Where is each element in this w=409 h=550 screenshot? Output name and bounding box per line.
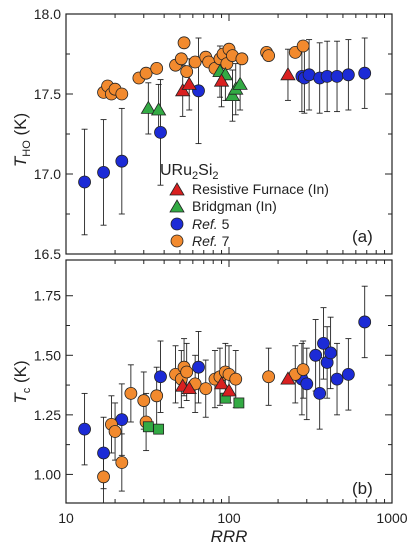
data-point-ref7 xyxy=(188,55,202,69)
legend-marker-resistive xyxy=(169,182,185,196)
panel-b-ylabel: Tc (K) xyxy=(11,360,33,403)
data-point-ref5 xyxy=(97,446,110,460)
data-point-resistive xyxy=(280,67,296,81)
data-point-ref5 xyxy=(317,336,330,350)
markers-layer xyxy=(78,36,372,484)
panel-b-tag: (b) xyxy=(352,479,373,498)
legend: URu2Si2 Resistive Furnace (In) Bridgman … xyxy=(160,162,329,249)
data-point-ref5 xyxy=(341,68,355,82)
data-point-ref7 xyxy=(180,65,194,78)
data-point-ref5 xyxy=(115,154,129,168)
data-point-ref7 xyxy=(177,36,191,50)
data-point-ref5 xyxy=(78,422,91,436)
data-point-ref7 xyxy=(199,382,213,396)
data-point-ref7 xyxy=(262,49,276,62)
y-tick-label: 18.0 xyxy=(34,6,61,22)
data-point-ref5 xyxy=(192,360,205,374)
error-bars-layer xyxy=(81,37,368,504)
data-point-ref7 xyxy=(262,370,276,384)
data-point-bridgman_b xyxy=(153,423,165,435)
x-axis-label: RRR xyxy=(211,527,248,546)
data-point-ref5 xyxy=(78,175,91,189)
data-point-ref5 xyxy=(115,413,129,427)
y-tick-label: 1.75 xyxy=(34,288,61,304)
data-point-ref7 xyxy=(180,365,194,379)
y-tick-label: 16.5 xyxy=(34,246,61,262)
data-point-ref5 xyxy=(154,370,167,384)
legend-title: URu2Si2 xyxy=(160,162,219,182)
data-point-ref5 xyxy=(358,66,372,80)
data-point-resistive xyxy=(181,380,197,395)
data-point-ref7 xyxy=(124,387,138,400)
data-point-ref5 xyxy=(313,387,327,400)
data-point-ref7 xyxy=(108,425,122,438)
data-point-bridgman_b xyxy=(233,397,245,409)
legend-marker-ref7 xyxy=(170,234,184,248)
data-point-resistive xyxy=(213,376,230,390)
data-point-ref7 xyxy=(97,470,110,484)
y-tick-label: 1.25 xyxy=(34,407,61,423)
data-point-ref5 xyxy=(358,315,372,329)
data-point-bridgman xyxy=(232,76,248,90)
data-point-ref5 xyxy=(330,372,344,386)
data-point-resistive xyxy=(221,383,237,397)
data-point-resistive xyxy=(213,73,230,87)
legend-label-ref5: Ref. 5 xyxy=(192,216,230,232)
data-point-ref7 xyxy=(139,66,153,80)
data-point-ref7 xyxy=(235,52,249,66)
y-tick-label: 1.00 xyxy=(34,466,61,482)
data-point-ref5 xyxy=(341,367,355,381)
y-tick-label: 1.50 xyxy=(34,347,61,363)
x-tick-label: 100 xyxy=(217,510,241,526)
legend-marker-bridgman xyxy=(169,199,185,213)
data-point-bridgman_b xyxy=(142,421,154,433)
data-point-ref7 xyxy=(296,39,310,53)
data-point-ref7 xyxy=(229,372,243,386)
legend-label-resistive: Resistive Furnace (In) xyxy=(192,181,329,197)
data-point-ref7 xyxy=(150,62,164,75)
data-point-ref7 xyxy=(150,389,164,403)
panel-a-ylabel: THO (K) xyxy=(11,113,33,167)
data-point-ref5 xyxy=(309,348,323,362)
data-point-ref5 xyxy=(300,377,314,391)
data-point-ref5 xyxy=(97,165,110,179)
data-point-ref5 xyxy=(324,346,337,360)
data-point-resistive xyxy=(181,76,197,90)
data-point-ref7 xyxy=(174,52,188,66)
data-point-ref5 xyxy=(154,125,167,139)
data-point-bridgman xyxy=(150,102,167,116)
data-point-ref7 xyxy=(115,456,129,469)
legend-label-bridgman: Bridgman (In) xyxy=(192,198,277,214)
data-point-ref5 xyxy=(302,68,316,82)
data-point-resistive xyxy=(280,371,296,385)
data-point-ref5 xyxy=(330,70,344,83)
x-tick-label: 1000 xyxy=(376,510,407,526)
data-point-ref7 xyxy=(137,394,151,407)
data-point-bridgman xyxy=(140,100,157,114)
y-tick-label: 17.5 xyxy=(34,86,61,102)
legend-marker-ref5 xyxy=(170,217,184,231)
panel-a-tag: (a) xyxy=(352,227,373,246)
data-point-ref7 xyxy=(296,363,310,376)
legend-label-ref7: Ref. 7 xyxy=(192,233,230,249)
x-tick-label: 10 xyxy=(58,510,74,526)
y-tick-label: 17.0 xyxy=(34,166,61,182)
data-point-ref7 xyxy=(115,87,129,101)
axes-layer: 10 100 1000 16.5 17.0 17.5 18.0 1.00 1.25 1.50 1.7… xyxy=(34,6,408,526)
